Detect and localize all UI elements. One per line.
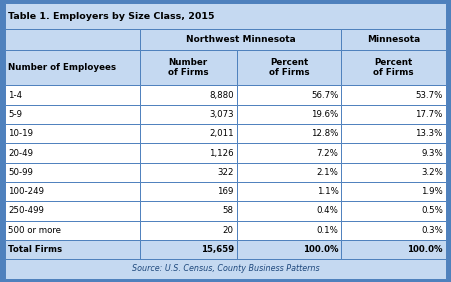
Text: Percent
of Firms: Percent of Firms	[373, 58, 414, 77]
Text: 1-4: 1-4	[8, 91, 22, 100]
Bar	[341, 221, 446, 240]
Bar	[5, 50, 140, 85]
Text: 3,073: 3,073	[209, 110, 234, 119]
Text: Table 1. Employers by Size Class, 2015: Table 1. Employers by Size Class, 2015	[8, 12, 215, 21]
Bar	[5, 221, 140, 240]
Bar	[140, 240, 236, 259]
Bar	[236, 240, 341, 259]
Text: 0.1%: 0.1%	[317, 226, 339, 235]
Bar	[236, 124, 341, 143]
Bar	[341, 105, 446, 124]
Bar	[5, 3, 446, 29]
Text: 100.0%: 100.0%	[303, 245, 339, 254]
Text: 3.2%: 3.2%	[421, 168, 443, 177]
Bar	[341, 182, 446, 201]
Text: 50-99: 50-99	[8, 168, 33, 177]
Text: 58: 58	[223, 206, 234, 215]
Text: 0.3%: 0.3%	[421, 226, 443, 235]
Bar	[5, 124, 140, 143]
Text: 20-49: 20-49	[8, 149, 33, 158]
Bar	[140, 221, 236, 240]
Text: 10-19: 10-19	[8, 129, 33, 138]
Text: 322: 322	[217, 168, 234, 177]
Bar	[5, 182, 140, 201]
Text: 8,880: 8,880	[209, 91, 234, 100]
Bar	[236, 163, 341, 182]
Bar	[140, 50, 236, 85]
Bar	[341, 124, 446, 143]
Bar	[140, 182, 236, 201]
Bar	[236, 50, 341, 85]
Bar	[236, 221, 341, 240]
Bar	[341, 163, 446, 182]
Text: 53.7%: 53.7%	[415, 91, 443, 100]
Text: 1.1%: 1.1%	[317, 187, 339, 196]
Text: Number of Employees: Number of Employees	[8, 63, 116, 72]
Bar	[5, 29, 140, 50]
Text: 0.4%: 0.4%	[317, 206, 339, 215]
Bar	[140, 29, 341, 50]
Text: Percent
of Firms: Percent of Firms	[269, 58, 309, 77]
Text: 2.1%: 2.1%	[317, 168, 339, 177]
Bar	[236, 182, 341, 201]
Bar	[5, 85, 140, 105]
Bar	[341, 143, 446, 163]
Bar	[236, 143, 341, 163]
Bar	[140, 124, 236, 143]
Text: 56.7%: 56.7%	[311, 91, 339, 100]
Bar	[140, 143, 236, 163]
Text: 7.2%: 7.2%	[317, 149, 339, 158]
Text: Total Firms: Total Firms	[8, 245, 62, 254]
Bar	[140, 105, 236, 124]
Bar	[5, 143, 140, 163]
Bar	[5, 259, 446, 279]
Text: 12.8%: 12.8%	[311, 129, 339, 138]
Text: 169: 169	[217, 187, 234, 196]
Bar	[236, 105, 341, 124]
Bar	[341, 29, 446, 50]
Bar	[140, 85, 236, 105]
Text: 17.7%: 17.7%	[415, 110, 443, 119]
Bar	[341, 240, 446, 259]
Bar	[236, 85, 341, 105]
Text: 13.3%: 13.3%	[415, 129, 443, 138]
Bar	[5, 240, 140, 259]
Text: 250-499: 250-499	[8, 206, 44, 215]
Bar	[341, 50, 446, 85]
Text: 1.9%: 1.9%	[421, 187, 443, 196]
Bar	[140, 163, 236, 182]
Bar	[5, 163, 140, 182]
Text: 9.3%: 9.3%	[421, 149, 443, 158]
Text: Source: U.S. Census, County Business Patterns: Source: U.S. Census, County Business Pat…	[132, 265, 319, 274]
Bar	[341, 201, 446, 221]
Text: 100-249: 100-249	[8, 187, 44, 196]
Text: 20: 20	[223, 226, 234, 235]
Text: 5-9: 5-9	[8, 110, 22, 119]
Bar	[5, 201, 140, 221]
Text: 2,011: 2,011	[209, 129, 234, 138]
Text: 500 or more: 500 or more	[8, 226, 61, 235]
Text: 100.0%: 100.0%	[407, 245, 443, 254]
Bar	[5, 105, 140, 124]
Bar	[140, 201, 236, 221]
Text: 0.5%: 0.5%	[421, 206, 443, 215]
Text: 19.6%: 19.6%	[311, 110, 339, 119]
Text: Number
of Firms: Number of Firms	[168, 58, 208, 77]
Text: Minnesota: Minnesota	[367, 35, 420, 44]
Bar	[236, 201, 341, 221]
Text: 1,126: 1,126	[209, 149, 234, 158]
Text: 15,659: 15,659	[201, 245, 234, 254]
Text: Northwest Minnesota: Northwest Minnesota	[186, 35, 295, 44]
Bar	[341, 85, 446, 105]
